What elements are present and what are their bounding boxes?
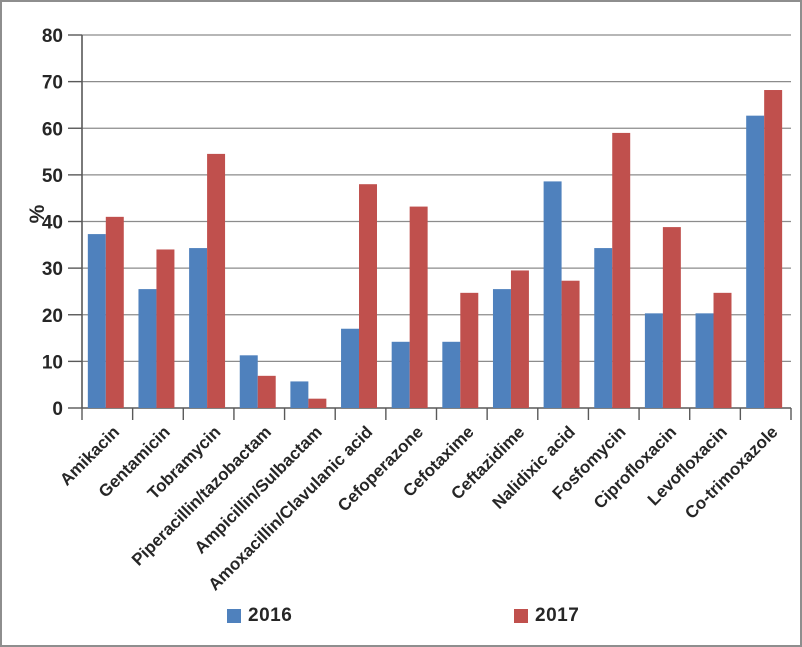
bar-2016-cefotaxime (442, 341, 461, 408)
bar-2016-nalidixic-acid (543, 181, 562, 408)
legend-marker-2016 (227, 609, 241, 623)
y-tick-label-80: 80 (42, 26, 63, 47)
y-tick-label-20: 20 (42, 306, 63, 327)
bar-2016-cefoperazone (391, 341, 410, 408)
bar-2017-gentamicin (156, 249, 175, 408)
bar-2017-levofloxacin (713, 292, 732, 408)
x-label-co-trimoxazole: Co-trimoxazole (681, 422, 781, 522)
y-tick-label-60: 60 (42, 119, 63, 140)
bar-2016-gentamicin (138, 289, 157, 408)
y-tick-label-50: 50 (42, 166, 63, 187)
legend-item-2017: 2017 (514, 604, 579, 628)
bar-2016-tobramycin (189, 248, 208, 408)
y-tick-label-0: 0 (52, 399, 63, 420)
legend-marker-2017 (514, 609, 528, 623)
y-tick-label-30: 30 (42, 259, 63, 280)
bar-2017-ciprofloxacin (662, 227, 681, 408)
bar-2017-piperacillin-tazobactam (257, 375, 276, 408)
bar-2017-co-trimoxazole (764, 90, 783, 408)
bar-2016-amoxacillin-clavulanic-acid (341, 328, 360, 408)
bar-2017-fosfomycin (612, 132, 631, 408)
legend-item-2016: 2016 (227, 604, 292, 628)
bar-2016-amikacin (87, 234, 106, 408)
bar-2016-co-trimoxazole (746, 115, 765, 408)
bar-2016-piperacillin-tazobactam (239, 355, 258, 408)
bar-2016-ampicillin-sulbactam (290, 381, 309, 408)
legend-label-2016: 2016 (248, 605, 293, 626)
legend-label-2017: 2017 (535, 605, 580, 626)
bar-2017-ceftazidime (510, 270, 529, 408)
bar-2017-amoxacillin-clavulanic-acid (359, 184, 377, 408)
bar-2017-cefoperazone (409, 206, 428, 408)
bar-2017-tobramycin (207, 153, 226, 408)
bar-2016-levofloxacin (695, 313, 714, 408)
y-tick-label-40: 40 (42, 213, 63, 234)
bar-2017-amikacin (105, 216, 124, 408)
bar-chart: 01020304050607080AmikacinGentamicinTobra… (26, 26, 792, 594)
y-axis-title: % (26, 204, 49, 223)
bar-2016-fosfomycin (594, 248, 613, 408)
chart-legend: 2016 2017 (2, 604, 800, 634)
bar-2016-ceftazidime (492, 289, 511, 408)
bar-2016-ciprofloxacin (644, 313, 663, 408)
bar-2017-nalidixic-acid (561, 280, 580, 408)
bar-2017-ampicillin-sulbactam (308, 398, 327, 408)
y-tick-label-70: 70 (42, 73, 63, 94)
bar-2017-cefotaxime (460, 292, 479, 408)
y-tick-label-10: 10 (42, 352, 63, 373)
